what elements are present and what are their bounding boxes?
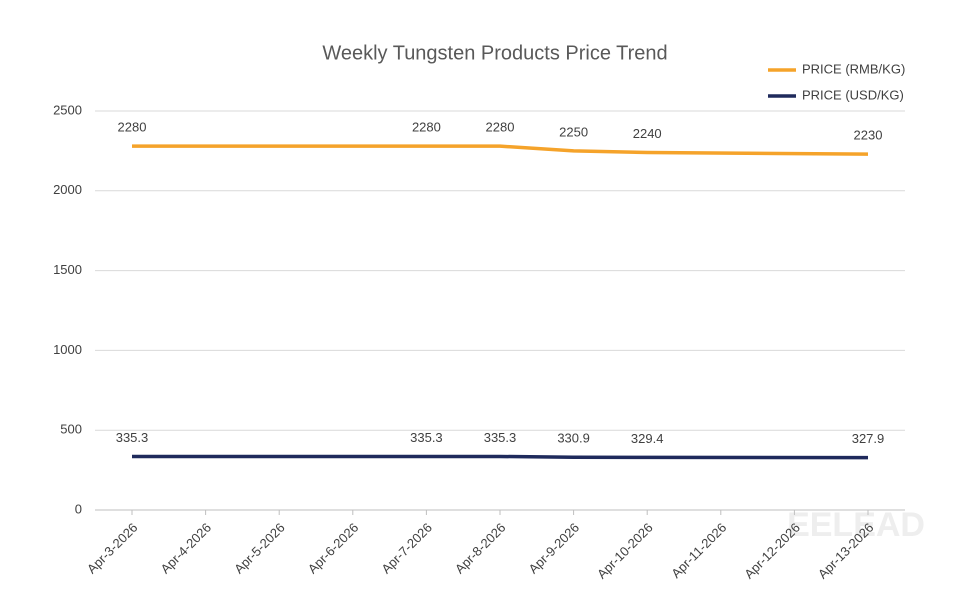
data-label: 335.3 <box>116 430 149 445</box>
data-label: 2280 <box>412 120 441 135</box>
y-tick-label: 500 <box>60 422 82 437</box>
series-line <box>132 144 869 156</box>
watermark: EELEAD <box>787 506 925 544</box>
y-tick-label: 1500 <box>53 262 82 277</box>
data-label: 2240 <box>633 126 662 141</box>
data-label: 329.4 <box>631 431 664 446</box>
legend-label: PRICE (USD/KG) <box>802 87 904 102</box>
series-line <box>132 454 869 460</box>
data-label: 330.9 <box>557 431 590 446</box>
y-tick-label: 2500 <box>53 102 82 117</box>
data-label: 335.3 <box>484 430 517 445</box>
data-label: 335.3 <box>410 430 443 445</box>
data-label: 2250 <box>559 124 588 139</box>
y-tick-label: 1000 <box>53 342 82 357</box>
data-label: 327.9 <box>852 431 885 446</box>
legend-label: PRICE (RMB/KG) <box>802 61 905 76</box>
data-label: 2280 <box>118 120 147 135</box>
chart-title: Weekly Tungsten Products Price Trend <box>322 42 667 64</box>
y-tick-label: 0 <box>75 501 82 516</box>
y-tick-label: 2000 <box>53 182 82 197</box>
data-label: 2230 <box>854 128 883 143</box>
data-label: 2280 <box>486 120 515 135</box>
